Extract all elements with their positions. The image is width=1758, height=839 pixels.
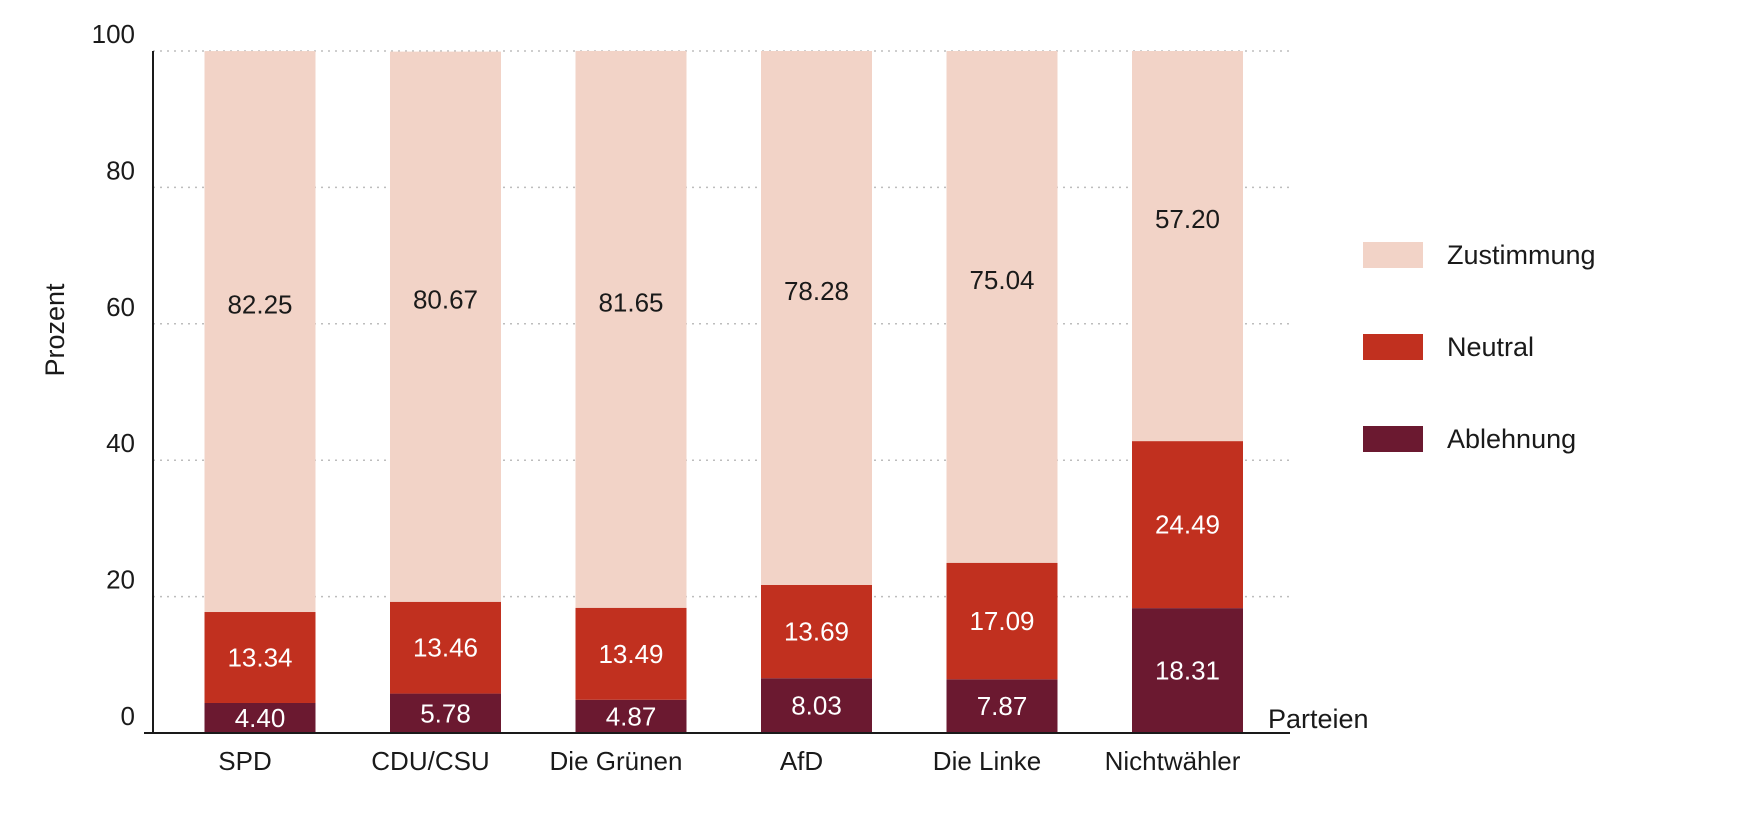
bar-segment [390, 601, 501, 694]
data-label: 7.87 [977, 691, 1028, 721]
x-tick-label: CDU/CSU [371, 746, 489, 776]
bar-stack: 8.03 13.69 78.28 [761, 51, 872, 733]
bar-segment [575, 607, 687, 700]
x-axis: SPD CDU/CSU Die Grünen AfD Die Linke Nichtwäh… [144, 732, 1290, 776]
bar-segment [946, 679, 1058, 733]
x-tick-label: Nichtwähler [1105, 746, 1241, 776]
y-tick-label: 60 [106, 292, 135, 322]
legend-item: Ablehnung [1363, 424, 1576, 454]
x-tick-label: SPD [218, 746, 271, 776]
y-tick-label: 0 [121, 701, 135, 731]
legend-item: Neutral [1363, 332, 1534, 362]
data-label: 5.78 [420, 698, 471, 728]
y-tick-label: 80 [106, 155, 135, 185]
legend: Zustimmung Neutral Ablehnung [1363, 240, 1596, 454]
x-tick-label: Die Grünen [550, 746, 683, 776]
legend-swatch [1363, 334, 1423, 360]
bar-segment [946, 51, 1058, 563]
legend-label: Ablehnung [1447, 424, 1576, 454]
bar-segment [1132, 608, 1243, 733]
data-label: 17.09 [969, 606, 1034, 636]
legend-item: Zustimmung [1363, 240, 1596, 270]
bar-segment [204, 702, 316, 733]
legend-swatch [1363, 426, 1423, 452]
bar-segment [761, 584, 872, 679]
data-label: 4.40 [235, 703, 286, 733]
data-label: 24.49 [1155, 510, 1220, 540]
data-label: 82.25 [227, 290, 292, 320]
bars: 4.40 13.34 82.25 5.78 13.46 80.67 4.87 13.49 81.… [204, 50, 1243, 733]
data-label: 13.34 [227, 643, 292, 673]
data-label: 75.04 [969, 265, 1034, 295]
bar-segment [1132, 441, 1243, 609]
data-label: 57.20 [1155, 204, 1220, 234]
data-label: 81.65 [598, 287, 663, 317]
bar-segment [390, 693, 501, 733]
data-label: 13.69 [784, 617, 849, 647]
legend-swatch [1363, 242, 1423, 268]
x-tick-label: Die Linke [933, 746, 1041, 776]
bar-segment [575, 699, 687, 733]
data-label: 78.28 [784, 276, 849, 306]
data-label: 4.87 [606, 701, 657, 731]
bar-segment [204, 612, 316, 703]
bar-segment [390, 51, 501, 602]
bar-stack: 5.78 13.46 80.67 [390, 51, 501, 733]
bar-segment [761, 678, 872, 733]
y-axis: 0 20 40 60 80 100 [92, 19, 154, 733]
bar-segment [946, 562, 1058, 680]
bar-stack: 18.31 24.49 57.20 [1132, 51, 1243, 733]
data-label: 13.46 [413, 633, 478, 663]
y-tick-label: 100 [92, 19, 135, 49]
y-axis-title: Prozent [40, 283, 70, 377]
y-tick-label: 20 [106, 565, 135, 595]
bar-stack: 4.40 13.34 82.25 [204, 51, 316, 733]
bar-stack: 7.87 17.09 75.04 [946, 51, 1058, 733]
bar-segment [204, 51, 316, 613]
bar-segment [761, 51, 872, 585]
x-tick-label: AfD [780, 746, 823, 776]
data-label: 8.03 [791, 691, 842, 721]
data-label: 13.49 [598, 639, 663, 669]
data-label: 18.31 [1155, 656, 1220, 686]
bar-stack: 4.87 13.49 81.65 [575, 50, 687, 733]
legend-label: Neutral [1447, 332, 1534, 362]
legend-label: Zustimmung [1447, 240, 1596, 270]
data-label: 80.67 [413, 285, 478, 315]
y-tick-label: 40 [106, 428, 135, 458]
bar-segment [575, 50, 687, 608]
x-axis-title: Parteien [1268, 704, 1369, 734]
bar-segment [1132, 51, 1243, 442]
gridlines [153, 50, 1290, 598]
